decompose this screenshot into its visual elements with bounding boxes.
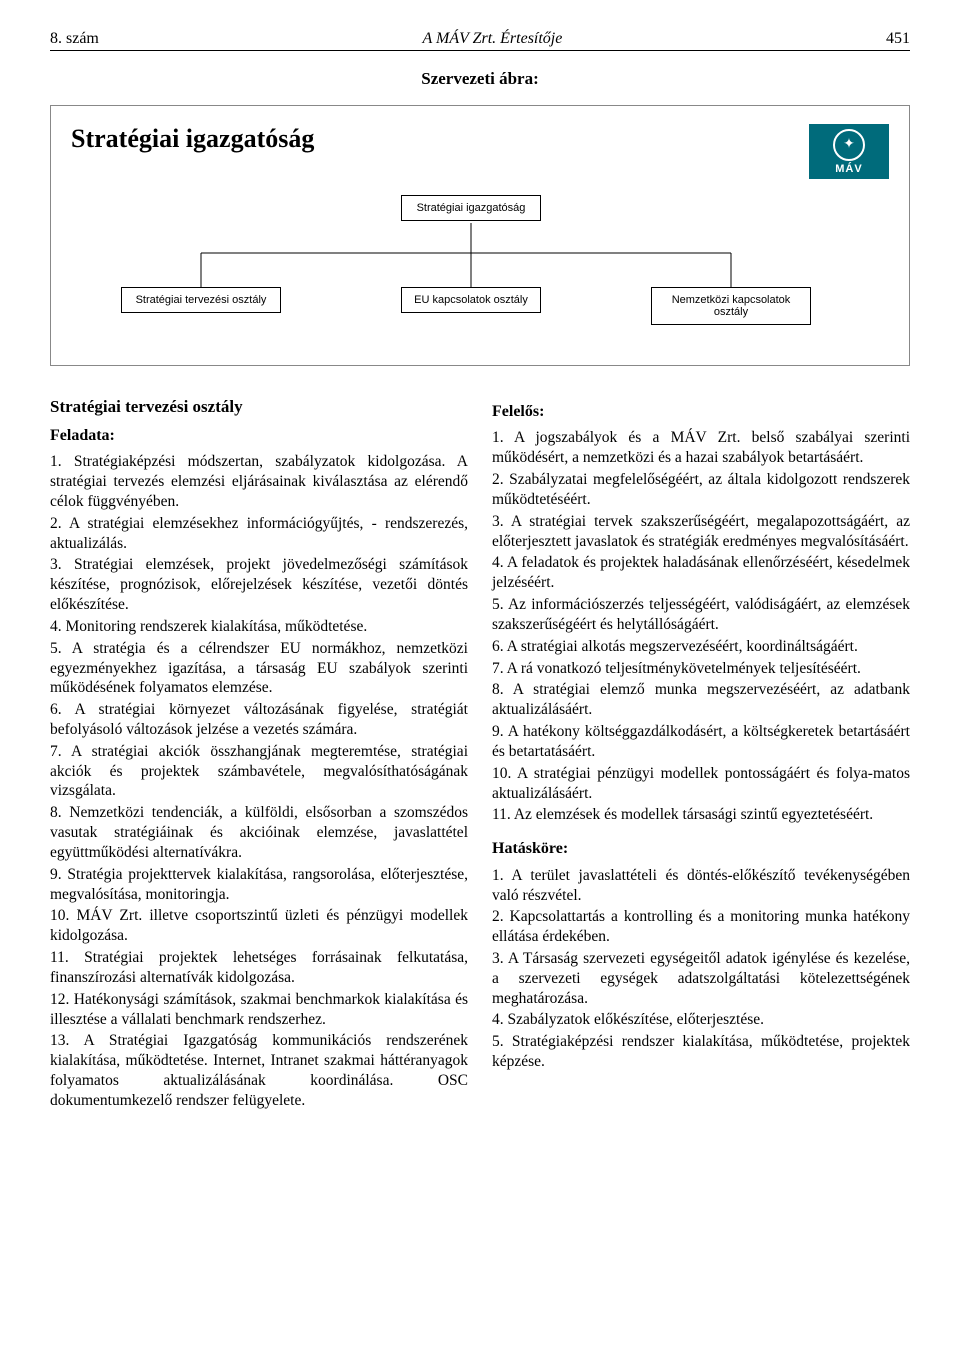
list-item: 2. Szabályzatai megfelelőségéért, az ált… xyxy=(492,470,910,510)
felelos-heading: Felelős: xyxy=(492,402,910,422)
org-chart-child: Nemzetközi kapcsolatok osztály xyxy=(651,287,811,325)
header-issue: 8. szám xyxy=(50,30,99,48)
header-page-number: 451 xyxy=(886,30,910,48)
section-title: Szervezeti ábra: xyxy=(50,69,910,89)
page-header: 8. szám A MÁV Zrt. Értesítője 451 xyxy=(50,30,910,51)
list-item: 3. Stratégiai elemzések, projekt jövedel… xyxy=(50,555,468,614)
org-chart-root: Stratégiai igazgatóság xyxy=(401,195,541,221)
list-item: 6. A stratégiai alkotás megszervezéséért… xyxy=(492,637,910,657)
list-item: 10. MÁV Zrt. illetve csoportszintű üzlet… xyxy=(50,906,468,946)
list-item: 3. A Társaság szervezeti egységeitől ada… xyxy=(492,949,910,1008)
org-chart-child: Stratégiai tervezési osztály xyxy=(121,287,281,313)
list-item: 2. A stratégiai elemzésekhez információg… xyxy=(50,514,468,554)
list-item: 7. A stratégiai akciók összhangjának meg… xyxy=(50,742,468,801)
wings-icon: ✦ xyxy=(843,138,855,152)
list-item: 11. Stratégiai projektek lehetséges forr… xyxy=(50,948,468,988)
list-item: 8. A stratégiai elemző munka megszervezé… xyxy=(492,680,910,720)
list-item: 8. Nemzetközi tendenciák, a külföldi, el… xyxy=(50,803,468,862)
list-item: 9. Stratégia projekttervek kialakítása, … xyxy=(50,865,468,905)
list-item: 6. A stratégiai környezet változásának f… xyxy=(50,700,468,740)
list-item: 12. Hatékonysági számítások, szakmai ben… xyxy=(50,990,468,1030)
list-item: 5. Az információszerzés teljességéért, v… xyxy=(492,595,910,635)
org-panel-title: Stratégiai igazgatóság xyxy=(71,124,314,154)
list-item: 7. A rá vonatkozó teljesítménykövetelmén… xyxy=(492,659,910,679)
list-item: 1. Stratégiaképzési módszertan, szabályz… xyxy=(50,452,468,511)
header-title: A MÁV Zrt. Értesítője xyxy=(99,30,886,48)
list-item: 11. Az elemzések és modellek társasági s… xyxy=(492,805,910,825)
list-item: 4. Szabályzatok előkészítése, előterjesz… xyxy=(492,1010,910,1030)
left-column: Stratégiai tervezési osztály Feladata: 1… xyxy=(50,396,468,1113)
department-heading: Stratégiai tervezési osztály xyxy=(50,396,468,418)
feladata-heading: Feladata: xyxy=(50,426,468,446)
hataskor-heading: Hatásköre: xyxy=(492,839,910,859)
list-item: 9. A hatékony költséggazdálkodásért, a k… xyxy=(492,722,910,762)
list-item: 5. Stratégiaképzési rendszer kialakítása… xyxy=(492,1032,910,1072)
list-item: 5. A stratégia és a célrendszer EU normá… xyxy=(50,639,468,698)
list-item: 1. A terület javaslattételi és döntés-el… xyxy=(492,866,910,906)
list-item: 4. A feladatok és projektek haladásának … xyxy=(492,553,910,593)
list-item: 3. A stratégiai tervek szakszerűségéért,… xyxy=(492,512,910,552)
list-item: 2. Kapcsolattartás a kontrolling és a mo… xyxy=(492,907,910,947)
org-chart: Stratégiai igazgatóság Stratégiai tervez… xyxy=(71,187,889,347)
org-panel-top-row: Stratégiai igazgatóság ✦ MÁV xyxy=(71,124,889,179)
mav-logo: ✦ MÁV xyxy=(809,124,889,179)
org-chart-child: EU kapcsolatok osztály xyxy=(401,287,541,313)
list-item: 13. A Stratégiai Igazgatóság kommunikáci… xyxy=(50,1031,468,1110)
page: 8. szám A MÁV Zrt. Értesítője 451 Szerve… xyxy=(0,0,960,1153)
list-item: 4. Monitoring rendszerek kialakítása, mű… xyxy=(50,617,468,637)
right-column: Felelős: 1. A jogszabályok és a MÁV Zrt.… xyxy=(492,396,910,1113)
org-panel: Stratégiai igazgatóság ✦ MÁV Stratégiai … xyxy=(50,105,910,366)
mav-logo-text: MÁV xyxy=(835,163,862,175)
list-item: 1. A jogszabályok és a MÁV Zrt. belső sz… xyxy=(492,428,910,468)
mav-logo-icon: ✦ xyxy=(833,129,865,161)
list-item: 10. A stratégiai pénzügyi modellek ponto… xyxy=(492,764,910,804)
content-columns: Stratégiai tervezési osztály Feladata: 1… xyxy=(50,396,910,1113)
